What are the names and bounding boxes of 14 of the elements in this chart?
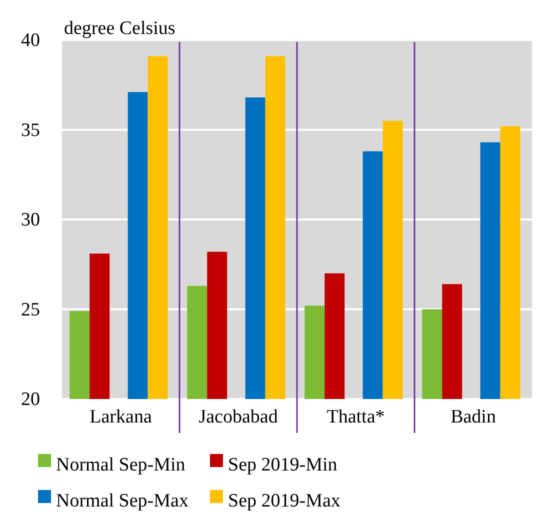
- legend-label: Sep 2019-Max: [228, 490, 341, 512]
- legend-label: Normal Sep-Max: [56, 490, 189, 512]
- y-tick-label: 30: [21, 210, 40, 231]
- y-tick-label: 25: [21, 299, 40, 320]
- x-tick-label: Thatta*: [326, 406, 385, 428]
- x-tick-label: Badin: [450, 406, 496, 428]
- y-axis-title: degree Celsius: [64, 18, 176, 39]
- legend-label: Normal Sep-Min: [56, 454, 186, 476]
- legend-label: Sep 2019-Min: [228, 454, 338, 476]
- y-tick-label: 35: [21, 120, 40, 141]
- y-tick-label: 40: [21, 30, 40, 52]
- x-tick-label: Jacobabad: [198, 406, 278, 428]
- x-tick-label: Larkana: [90, 406, 152, 428]
- y-tick-label: 20: [21, 389, 40, 410]
